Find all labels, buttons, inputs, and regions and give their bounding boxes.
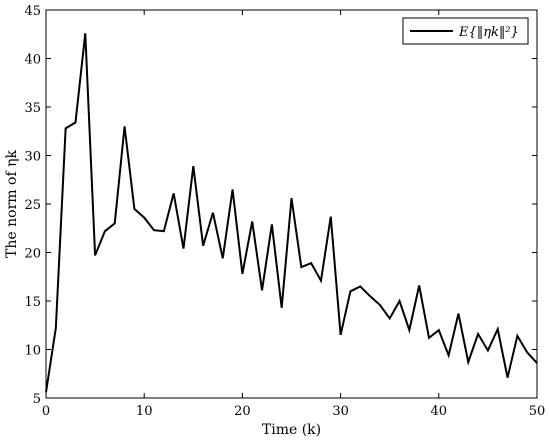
- legend: E{‖ηk‖²}: [402, 17, 529, 45]
- x-tick-label: 40: [431, 404, 448, 419]
- y-tick-label: 30: [24, 150, 41, 165]
- y-tick-label: 25: [24, 198, 41, 213]
- x-tick-label: 10: [136, 404, 153, 419]
- y-tick-label: 10: [24, 344, 41, 359]
- y-tick-label: 40: [24, 53, 41, 68]
- x-tick-label: 30: [332, 404, 349, 419]
- x-tick-label: 50: [529, 404, 546, 419]
- x-axis-title: Time (k): [262, 422, 321, 438]
- x-tick-label: 20: [234, 404, 251, 419]
- legend-box: [402, 17, 529, 45]
- y-tick-label: 20: [24, 247, 41, 262]
- y-tick-label: 15: [24, 295, 41, 310]
- y-tick-label: 35: [24, 101, 41, 116]
- y-tick-label: 45: [24, 4, 41, 19]
- legend-label: E{‖ηk‖²}: [458, 25, 519, 40]
- series-line: [45, 33, 538, 393]
- y-axis-title: The norm of ηk: [4, 150, 20, 258]
- y-tick-label: 5: [33, 392, 41, 407]
- x-tick-label: 0: [42, 404, 50, 419]
